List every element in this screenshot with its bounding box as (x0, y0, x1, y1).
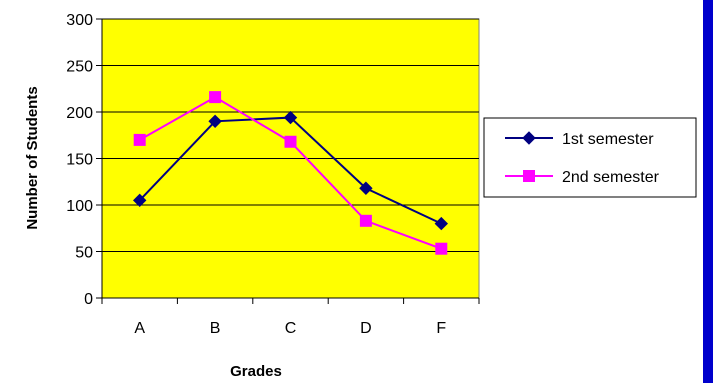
data-point (359, 214, 372, 227)
x-tick-label: F (436, 320, 446, 337)
x-axis-label: Grades (230, 363, 282, 380)
y-tick-label: 150 (66, 152, 93, 169)
legend: 1st semester 2nd semester (483, 117, 697, 198)
y-axis-label: Number of Students (24, 86, 41, 229)
legend-label: 2nd semester (562, 169, 660, 186)
data-point (522, 131, 536, 145)
data-point (523, 170, 535, 182)
data-point (208, 114, 222, 129)
legend-label: 1st semester (562, 131, 654, 148)
frame-right-bar (703, 0, 713, 383)
data-point (284, 135, 297, 148)
y-tick-label: 200 (66, 105, 93, 122)
data-point (132, 193, 147, 208)
data-point (359, 181, 373, 195)
data-point (434, 216, 449, 231)
legend-entry: 2nd semester (505, 169, 660, 186)
legend-entry: 1st semester (505, 131, 654, 148)
data-point (209, 91, 222, 104)
data-point (133, 133, 146, 146)
data-point (435, 242, 448, 255)
x-tick-label: D (360, 320, 372, 337)
x-tick-label: B (210, 320, 221, 337)
x-tick-label: A (134, 320, 145, 337)
y-tick-label: 0 (84, 291, 93, 308)
x-tick-label: C (285, 320, 297, 337)
y-tick-label: 300 (66, 12, 93, 29)
y-tick-label: 250 (66, 59, 93, 76)
series-2nd-semester (133, 91, 448, 255)
series-lines (132, 91, 449, 255)
data-point (283, 110, 298, 125)
legend-box (483, 117, 697, 198)
y-tick-label: 50 (75, 245, 93, 262)
axes: 0 50 100 150 200 250 300 A B C D F (66, 12, 480, 337)
y-tick-label: 100 (66, 198, 93, 215)
series-1st-semester (132, 110, 449, 231)
